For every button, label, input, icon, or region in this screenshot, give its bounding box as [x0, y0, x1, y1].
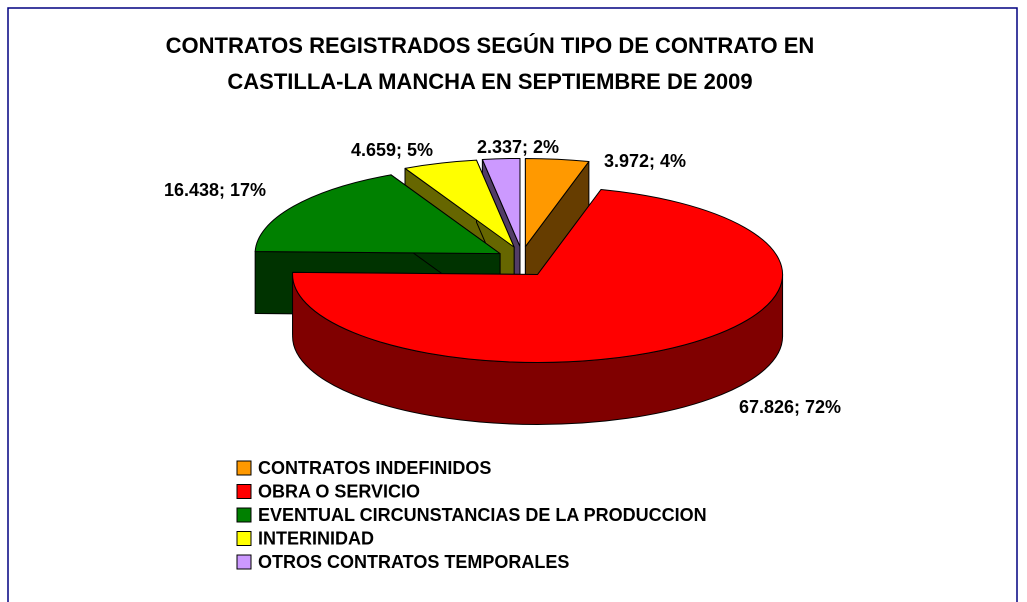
- legend-swatch: [236, 507, 252, 523]
- data-label: 3.972; 4%: [604, 151, 686, 171]
- data-label: 4.659; 5%: [351, 140, 433, 160]
- chart-title: CONTRATOS REGISTRADOS SEGÚN TIPO DE CONT…: [165, 33, 815, 94]
- legend-swatch: [236, 460, 252, 476]
- data-label: 2.337; 2%: [477, 137, 559, 157]
- data-label: 16.438; 17%: [164, 180, 266, 200]
- frame: [7, 7, 1018, 602]
- pie-slice: [292, 188, 784, 425]
- legend-label: CONTRATOS INDEFINIDOS: [258, 458, 491, 478]
- legend-label: OBRA O SERVICIO: [258, 481, 420, 501]
- legend-swatch: [236, 484, 252, 499]
- legend-label: EVENTUAL CIRCUNSTANCIAS DE LA PRODUCCION: [258, 505, 707, 525]
- slice-top: [404, 159, 515, 248]
- slice-top: [524, 158, 590, 248]
- slice-top: [481, 157, 521, 247]
- legend-swatch: [236, 531, 252, 546]
- legend-label: OTROS CONTRATOS TEMPORALES: [258, 552, 569, 572]
- slice-top: [254, 174, 501, 255]
- legend-swatch: [236, 554, 252, 570]
- data-label: 67.826; 72%: [739, 397, 841, 417]
- slice-top: [292, 188, 784, 363]
- legend-label: INTERINIDAD: [258, 528, 374, 548]
